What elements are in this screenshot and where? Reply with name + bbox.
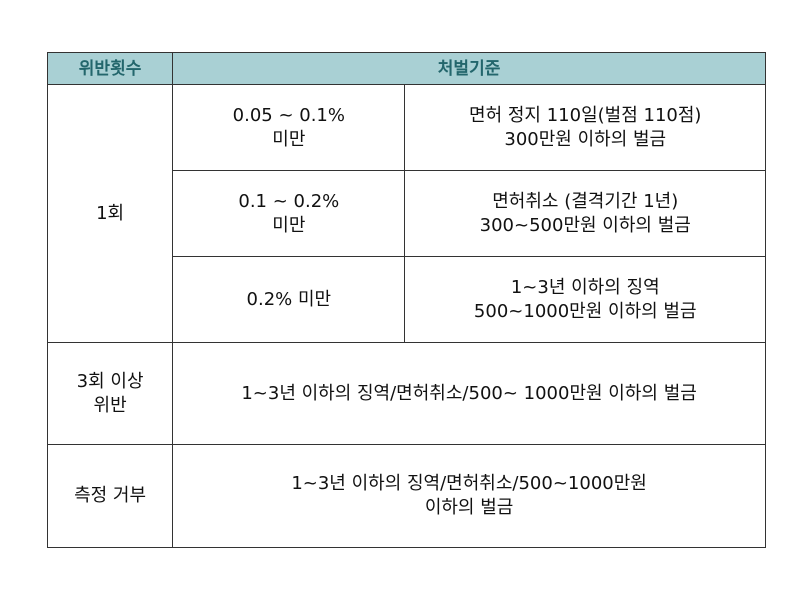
bac-range-text: 0.2% 미만 — [246, 288, 332, 310]
table-row: 측정 거부 1~3년 이하의 징역/면허취소/500~1000만원 이하의 벌금 — [46, 444, 766, 548]
first-offense-label: 1회 — [46, 84, 174, 343]
penalty-text: 500~1000만원 이하의 벌금 — [473, 300, 697, 322]
bac-range-cell: 0.1 ~ 0.2% 미만 — [172, 170, 406, 257]
table-header-row: 위반횟수 처벌기준 — [46, 52, 766, 85]
penalty-text: 면허취소 (결격기간 1년) — [492, 190, 679, 212]
bac-range-cell: 0.2% 미만 — [172, 256, 406, 343]
repeat-offense-text: 위반 — [93, 394, 127, 416]
table-row: 1회 0.05 ~ 0.1% 미만 면허 정지 110일(벌점 110점) 30… — [46, 84, 766, 343]
header-violations: 위반횟수 — [46, 52, 174, 85]
penalty-text: 300만원 이하의 벌금 — [504, 128, 667, 150]
penalty-cell: 1~3년 이하의 징역/면허취소/500~ 1000만원 이하의 벌금 — [172, 342, 766, 445]
table-row: 0.1 ~ 0.2% 미만 면허취소 (결격기간 1년) 300~500만원 이… — [48, 170, 766, 257]
repeat-offense-label: 3회 이상 위반 — [46, 342, 174, 445]
bac-range-text: 미만 — [272, 214, 306, 236]
bac-range-text: 0.05 ~ 0.1% — [232, 104, 345, 126]
penalty-cell: 면허취소 (결격기간 1년) 300~500만원 이하의 벌금 — [404, 170, 766, 257]
penalty-table: 위반횟수 처벌기준 1회 0.05 ~ 0.1% 미만 면허 정지 110일(벌… — [46, 52, 766, 548]
penalty-text: 300~500만원 이하의 벌금 — [479, 214, 691, 236]
table-row: 3회 이상 위반 1~3년 이하의 징역/면허취소/500~ 1000만원 이하… — [46, 342, 766, 445]
penalty-text: 1~3년 이하의 징역 — [510, 276, 660, 298]
refusal-label: 측정 거부 — [46, 444, 174, 548]
header-criteria: 처벌기준 — [172, 52, 766, 85]
penalty-text: 이하의 벌금 — [424, 497, 514, 518]
penalty-cell: 1~3년 이하의 징역/면허취소/500~1000만원 이하의 벌금 — [172, 444, 766, 548]
repeat-offense-text: 3회 이상 — [76, 370, 144, 392]
bac-range-text: 0.1 ~ 0.2% — [238, 190, 340, 212]
bac-range-cell: 0.05 ~ 0.1% 미만 — [172, 84, 406, 171]
bac-range-text: 미만 — [272, 128, 306, 150]
penalty-text: 1~3년 이하의 징역/면허취소/500~ 1000만원 이하의 벌금 — [241, 382, 697, 404]
table-row: 0.2% 미만 1~3년 이하의 징역 500~1000만원 이하의 벌금 — [48, 256, 766, 343]
penalty-cell: 면허 정지 110일(벌점 110점) 300만원 이하의 벌금 — [404, 84, 766, 171]
penalty-text: 면허 정지 110일(벌점 110점) — [469, 104, 702, 126]
penalty-text: 1~3년 이하의 징역/면허취소/500~1000만원 — [291, 473, 647, 494]
penalty-cell: 1~3년 이하의 징역 500~1000만원 이하의 벌금 — [404, 256, 766, 343]
